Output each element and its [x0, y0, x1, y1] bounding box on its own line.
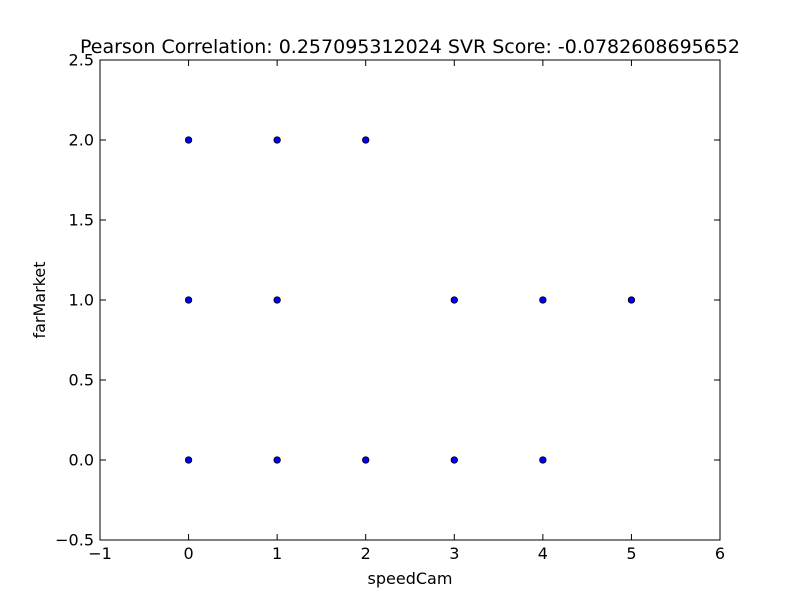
data-point	[627, 296, 636, 304]
data-point	[539, 296, 547, 304]
x-tick-label: 5	[626, 544, 636, 563]
y-tick-label: 0.5	[69, 371, 94, 390]
x-tick-label: 4	[538, 544, 548, 563]
data-points	[184, 136, 636, 464]
y-tick-labels: −0.5 0.0 0.5 1.0 1.5 2.0 2.5	[55, 51, 94, 550]
y-axis-label: farMarket	[30, 261, 49, 338]
data-point	[273, 456, 281, 464]
data-point	[450, 456, 458, 464]
data-point	[184, 296, 193, 304]
data-point	[273, 136, 281, 144]
x-tick-label: 0	[183, 544, 193, 563]
plot-frame	[99, 59, 721, 541]
data-point	[450, 296, 458, 304]
x-axis-label: speedCam	[368, 569, 453, 588]
data-point	[273, 296, 281, 304]
y-tick-label: −0.5	[55, 531, 94, 550]
x-tick-label: 6	[715, 544, 725, 563]
y-tick-label: 2.0	[69, 131, 94, 150]
data-point	[184, 456, 193, 464]
x-tick-label: 3	[449, 544, 459, 563]
x-tick-label: 1	[272, 544, 282, 563]
x-tick-labels: −1 0 1 2 3 4 5 6	[88, 544, 725, 563]
data-point	[362, 456, 370, 464]
y-tick-label: 1.0	[69, 291, 94, 310]
chart-title: Pearson Correlation: 0.257095312024 SVR …	[80, 36, 740, 58]
plot-area	[99, 59, 721, 541]
y-tick-label: 2.5	[69, 51, 94, 70]
y-tick-label: 0.0	[69, 451, 94, 470]
x-tick-label: −1	[88, 544, 112, 563]
data-point	[362, 136, 370, 144]
tick-marks	[99, 59, 721, 541]
x-tick-label: 2	[361, 544, 371, 563]
data-point	[184, 136, 193, 144]
y-tick-label: 1.5	[69, 211, 94, 230]
data-point	[539, 456, 547, 464]
